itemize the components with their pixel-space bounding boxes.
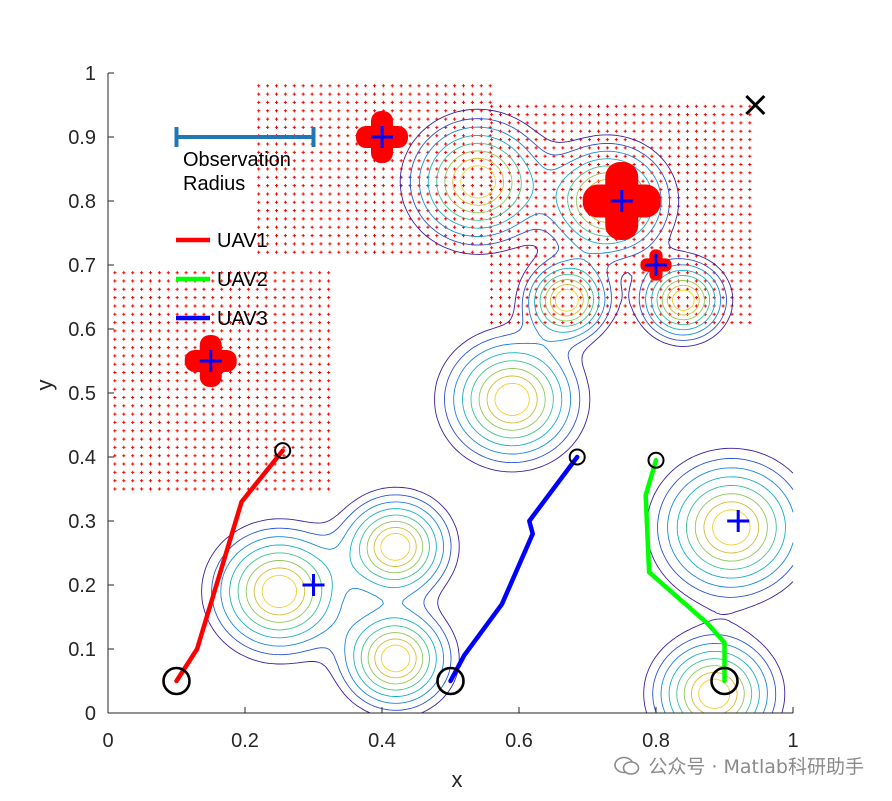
end-marker-1 bbox=[274, 442, 292, 460]
start-marker-3 bbox=[710, 666, 739, 696]
x-tick-label: 0.6 bbox=[505, 730, 533, 752]
y-tick-label: 0.4 bbox=[68, 447, 96, 469]
y-tick-label: 0.8 bbox=[68, 191, 96, 213]
observation-radius-bar bbox=[174, 127, 316, 147]
y-tick-label: 0.2 bbox=[68, 575, 96, 597]
y-tick-label: 1 bbox=[85, 63, 96, 85]
y-axis-label: y bbox=[32, 380, 57, 391]
x-tick-label: 0.2 bbox=[231, 730, 259, 752]
y-tick-label: 0 bbox=[85, 703, 96, 725]
target-plus-4 bbox=[645, 254, 667, 276]
contour-lines bbox=[201, 108, 794, 714]
contour-level-1 bbox=[201, 108, 794, 714]
x-tick-label: 0.8 bbox=[642, 730, 670, 752]
y-tick-label: 0.9 bbox=[68, 127, 96, 149]
watermark-text: 公众号 · Matlab科研助手 bbox=[648, 756, 864, 778]
target-plus-6 bbox=[727, 510, 750, 532]
annotation-line1: Observation bbox=[183, 149, 291, 171]
end-marker-2 bbox=[568, 448, 586, 466]
goal-cross-marker bbox=[745, 94, 766, 116]
y-tick-label: 0.7 bbox=[68, 255, 96, 277]
track-uav2 bbox=[643, 457, 727, 684]
legend-label-uav2: UAV2 bbox=[217, 269, 268, 291]
start-marker-2 bbox=[436, 666, 465, 696]
track-uav1 bbox=[174, 448, 285, 684]
contour-level-2 bbox=[211, 118, 794, 714]
x-axis-label: x bbox=[452, 767, 463, 792]
end-marker-3 bbox=[647, 451, 665, 469]
x-tick-label: 0.4 bbox=[368, 730, 396, 752]
chat-bubble-icon bbox=[614, 756, 640, 775]
y-tick-label: 0.5 bbox=[68, 383, 96, 405]
contour-level-6 bbox=[245, 150, 768, 714]
legend-label-uav1: UAV1 bbox=[217, 230, 268, 252]
start-marker-1 bbox=[162, 666, 191, 696]
y-tick-label: 0.1 bbox=[68, 639, 96, 661]
target-markers bbox=[199, 94, 766, 596]
tick-labels: 0 0.2 0.4 0.6 0.8 1 0 0.1 0.2 0.3 0.4 0.5 0.6 0.7 0.8 0… bbox=[68, 63, 798, 752]
watermark: 公众号 · Matlab科研助手 bbox=[614, 752, 864, 779]
track-uav3 bbox=[448, 454, 580, 684]
x-tick-label: 1 bbox=[787, 730, 798, 752]
target-plus-5 bbox=[302, 574, 325, 596]
legend-label-uav3: UAV3 bbox=[217, 308, 268, 330]
legend: UAV1 UAV2 UAV3 bbox=[176, 230, 268, 330]
observation-radius-annotation: Observation Radius bbox=[174, 127, 316, 195]
target-plus-3 bbox=[610, 190, 633, 212]
y-tick-label: 0.3 bbox=[68, 511, 96, 533]
x-tick-label: 0 bbox=[102, 730, 113, 752]
contour-level-3 bbox=[220, 126, 794, 714]
annotation-line2: Radius bbox=[183, 173, 245, 195]
y-tick-label: 0.6 bbox=[68, 319, 96, 341]
uav-tracks bbox=[162, 442, 739, 696]
target-plus-2 bbox=[371, 126, 393, 148]
target-plus-1 bbox=[199, 350, 222, 372]
